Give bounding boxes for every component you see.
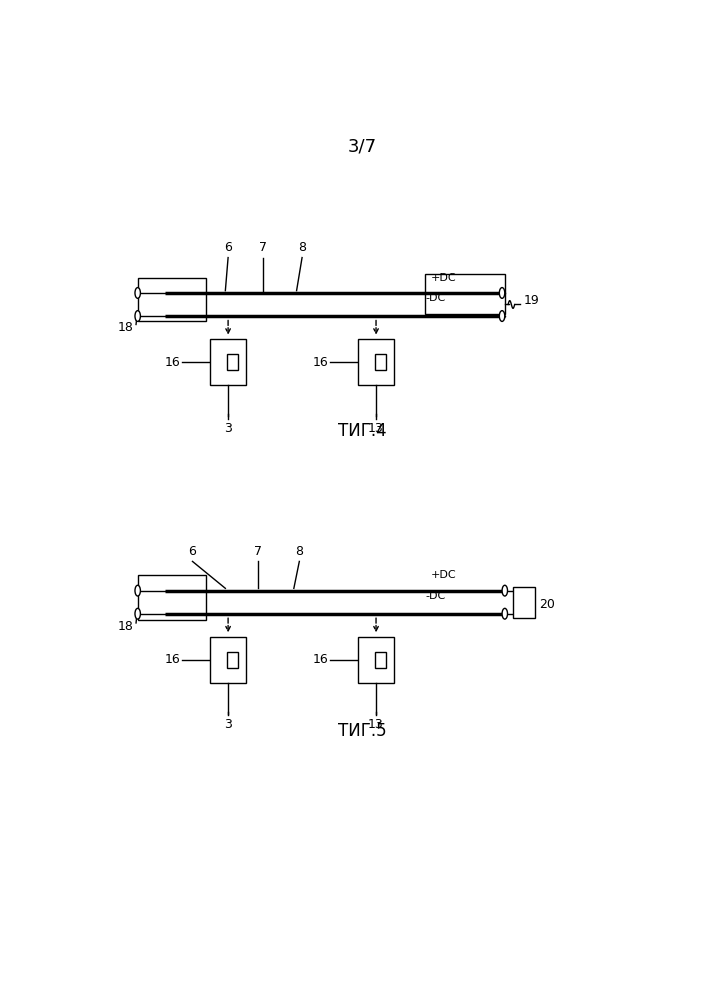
Ellipse shape [502,585,508,596]
Text: 3/7: 3/7 [348,138,377,156]
Text: 18: 18 [117,321,134,334]
Bar [227,355,238,370]
Ellipse shape [499,288,505,299]
Text: 16: 16 [165,653,180,666]
Bar [375,355,386,370]
Text: -DC: -DC [426,591,445,601]
Ellipse shape [135,608,141,619]
Bar [426,274,505,314]
Bar [375,652,386,667]
Text: -DC: -DC [426,294,445,304]
Ellipse shape [135,311,141,322]
Text: 16: 16 [312,356,328,369]
Text: ΤИГ.5: ΤИГ.5 [338,722,387,740]
Text: 16: 16 [165,356,180,369]
Bar [227,652,238,667]
Text: 3: 3 [224,423,232,436]
Text: +DC: +DC [431,570,457,580]
Text: 7: 7 [259,242,267,255]
Bar [358,339,394,386]
Text: 18: 18 [117,619,134,632]
Text: 7: 7 [255,545,262,558]
Text: 6: 6 [189,545,197,558]
Text: 16: 16 [312,653,328,666]
Ellipse shape [135,585,141,596]
Text: ΤИГ.4: ΤИГ.4 [338,423,387,441]
Text: 13: 13 [368,718,384,731]
Bar [513,586,535,617]
Bar [210,636,246,683]
Text: 8: 8 [296,545,303,558]
Text: 8: 8 [298,242,306,255]
Text: 13: 13 [368,423,384,436]
Text: +DC: +DC [431,273,457,283]
Bar [138,278,206,322]
Ellipse shape [502,608,508,619]
Text: 6: 6 [224,242,232,255]
Ellipse shape [135,288,141,299]
Text: 20: 20 [539,598,555,611]
Text: 3: 3 [224,718,232,731]
Bar [358,636,394,683]
Ellipse shape [499,311,505,322]
Bar [138,575,206,619]
Bar [210,339,246,386]
Text: 19: 19 [524,294,539,307]
